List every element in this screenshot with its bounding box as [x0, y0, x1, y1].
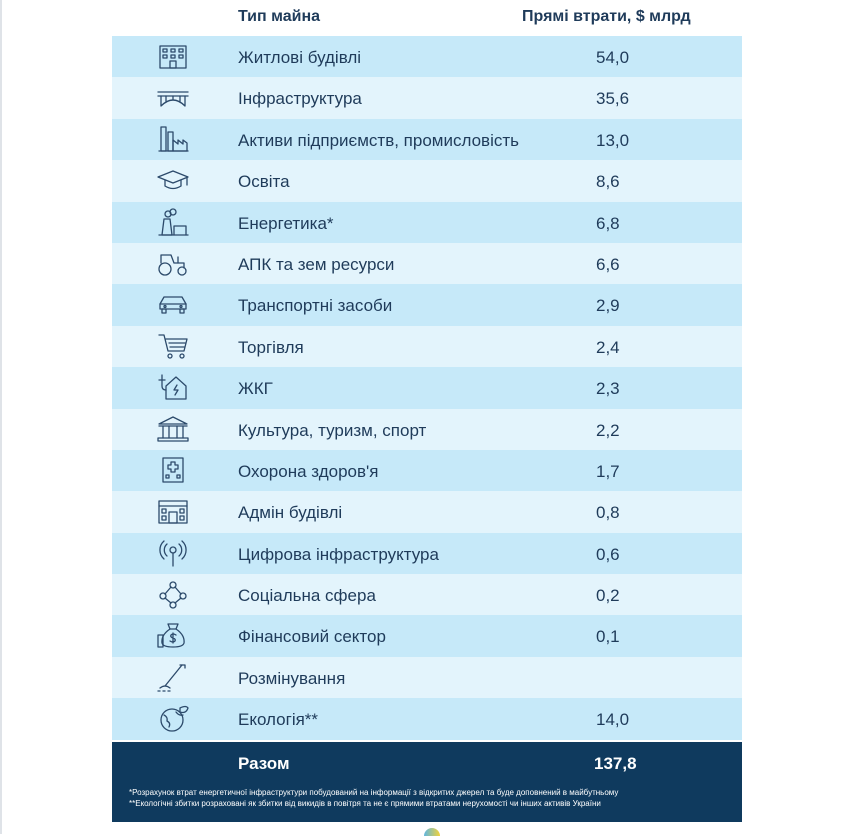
- table-row: Культура, туризм, спорт 2,2: [112, 408, 742, 450]
- row-value: 35,6: [596, 89, 630, 109]
- row-value: 2,3: [596, 379, 620, 399]
- row-value: 2,2: [596, 420, 620, 440]
- table-row: Активи підприємств, промисловість 13,0: [112, 118, 742, 161]
- shopping-cart-icon: [156, 331, 190, 362]
- factory-icon: [156, 124, 190, 155]
- table-row: Цифрова інфраструктура 0,6: [112, 532, 742, 575]
- table-row: Освіта 8,6: [112, 160, 742, 202]
- money-bag-icon: [156, 620, 190, 651]
- column-header-type: Тип майна: [238, 8, 321, 25]
- row-label: Соціальна сфера: [238, 586, 376, 606]
- row-label: Активи підприємств, промисловість: [238, 130, 519, 150]
- row-value: 2,4: [596, 337, 620, 357]
- row-value: 6,8: [596, 213, 620, 233]
- row-value: 0,8: [596, 503, 620, 523]
- row-label: Цифрова інфраструктура: [238, 544, 439, 564]
- column-header-losses: Прямі втрати, $ млрд: [522, 8, 691, 25]
- table-row: Екологія** 14,0: [112, 698, 742, 740]
- row-value: 2,9: [596, 296, 620, 316]
- table-row: Адмін будівлі 0,8: [112, 491, 742, 533]
- table-row: Житлові будівлі 54,0: [112, 36, 742, 78]
- table-row: Розмінування: [112, 656, 742, 699]
- apartment-building-icon: [156, 41, 190, 72]
- table-row: АПК та зем ресурси 6,6: [112, 242, 742, 285]
- row-value: 0,1: [596, 627, 620, 647]
- row-label: Фінансовий сектор: [238, 627, 386, 647]
- logo-icon: [424, 828, 440, 836]
- row-value: 13,0: [596, 130, 630, 150]
- row-label: Екологія**: [238, 710, 319, 730]
- row-label: Освіта: [238, 172, 290, 192]
- car-icon: [156, 289, 190, 320]
- table-row: Фінансовий сектор 0,1: [112, 615, 742, 657]
- row-label: Культура, туризм, спорт: [238, 420, 427, 440]
- row-label: Інфраструктура: [238, 89, 362, 109]
- table-row: ЖКГ 2,3: [112, 367, 742, 409]
- globe-leaf-icon: [156, 703, 190, 734]
- row-value: 0,6: [596, 544, 620, 564]
- total-label: Разом: [238, 754, 290, 773]
- total-row: Разом 137,8 *Розрахунок втрат енергетичн…: [112, 742, 742, 822]
- table-row: Інфраструктура 35,6: [112, 77, 742, 119]
- row-value: 8,6: [596, 172, 620, 192]
- row-label: Торгівля: [238, 337, 304, 357]
- table-row: Соціальна сфера 0,2: [112, 574, 742, 616]
- row-label: Охорона здоров'я: [238, 461, 379, 481]
- government-building-icon: [156, 496, 190, 527]
- table-row: Охорона здоров'я 1,7: [112, 449, 742, 492]
- row-label: Транспортні засоби: [238, 296, 393, 316]
- tractor-icon: [156, 248, 190, 279]
- mine-detector-icon: [156, 662, 190, 693]
- losses-table: Житлові будівлі 54,0 Інфраструктура 35,6 Акт…: [112, 36, 742, 740]
- row-value: 6,6: [596, 254, 620, 274]
- row-label: Розмінування: [238, 668, 346, 688]
- graduation-cap-icon: [156, 165, 190, 196]
- table-header: Тип майна Прямі втрати, $ млрд: [112, 0, 742, 36]
- row-label: Житлові будівлі: [238, 48, 362, 67]
- page-left-border: [0, 0, 2, 834]
- footnote-ecology: **Екологічні збитки розраховані як збитк…: [129, 799, 601, 808]
- row-label: АПК та зем ресурси: [238, 254, 395, 274]
- row-value: 54,0: [596, 48, 630, 67]
- row-value: 14,0: [596, 710, 630, 730]
- museum-icon: [156, 414, 190, 445]
- row-label: ЖКГ: [238, 379, 273, 399]
- row-label: Адмін будівлі: [238, 503, 343, 523]
- row-value: 0,2: [596, 586, 620, 606]
- row-label: Енергетика*: [238, 213, 334, 233]
- footnote-energy: *Розрахунок втрат енергетичної інфрастру…: [129, 788, 619, 797]
- power-plant-icon: [156, 207, 190, 238]
- house-utilities-icon: [156, 372, 190, 403]
- total-value: 137,8: [594, 754, 637, 773]
- bridge-icon: [156, 82, 190, 113]
- table-row: Торгівля 2,4: [112, 325, 742, 368]
- signal-tower-icon: [156, 538, 190, 569]
- row-value: 1,7: [596, 461, 620, 481]
- table-row: Транспортні засоби 2,9: [112, 284, 742, 326]
- table-row: Енергетика* 6,8: [112, 201, 742, 243]
- hospital-icon: [156, 455, 190, 486]
- people-network-icon: [156, 579, 190, 610]
